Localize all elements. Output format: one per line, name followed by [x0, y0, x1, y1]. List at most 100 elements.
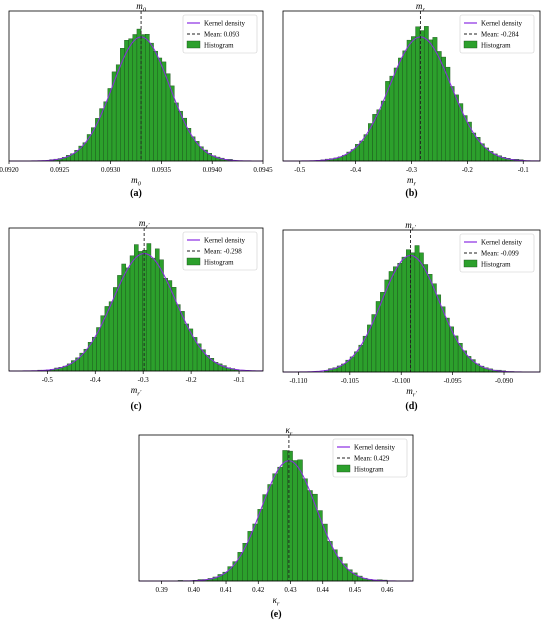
histogram-bar [92, 336, 97, 372]
chart-title: mr [416, 1, 426, 14]
legend-hist-swatch [186, 257, 201, 266]
histogram-bar [375, 301, 381, 373]
legend-hist-label: Histogram [204, 259, 234, 267]
legend-hist-swatch [186, 40, 201, 49]
x-tick-label: 0.43 [284, 586, 297, 594]
x-tick-label: 0.39 [155, 586, 168, 594]
histogram-bar [401, 256, 407, 373]
x-tick-label: -0.5 [294, 166, 306, 174]
x-tick-label: -0.4 [350, 166, 362, 174]
kernel-density-line [283, 36, 541, 162]
legend: Kernel density Mean: -0.298 Histogram [182, 231, 258, 271]
histogram-bar [159, 259, 164, 372]
histogram-bar [287, 450, 293, 582]
histogram-bar [393, 67, 399, 162]
x-tick-label: -0.110 [290, 377, 308, 385]
x-tick-label: 0.44 [317, 586, 330, 594]
x-tick-label: -0.100 [392, 377, 411, 385]
histogram-bar [432, 37, 438, 162]
legend-kde-label: Kernel density [481, 239, 523, 247]
histogram-bar [410, 252, 416, 373]
histogram-bar [419, 252, 424, 373]
histogram-bar [307, 490, 313, 582]
panel-2: -0.5 -0.4 -0.3 -0.2 -0.1 mr mr Kernel density Me… [282, 1, 541, 199]
histogram-bar [272, 473, 278, 582]
histogram-bar [428, 39, 433, 162]
x-axis-label: mr [407, 175, 417, 188]
histogram-bar [462, 115, 468, 162]
histogram-bar [113, 287, 118, 372]
x-tick-label: -0.2 [462, 166, 474, 174]
legend-box [332, 438, 408, 478]
histogram-bar [124, 40, 129, 162]
plot-frame [8, 227, 264, 372]
x-tick-label: -0.1 [233, 376, 245, 384]
histogram-bar [232, 561, 238, 582]
histogram-bar [267, 484, 273, 582]
x-tick-label: 0.0930 [101, 166, 121, 174]
chart-title: m0 [136, 1, 147, 14]
histogram-bar [138, 251, 143, 372]
histogram-bar [175, 304, 181, 372]
histogram-bar [312, 493, 318, 582]
kernel-density-line [283, 255, 541, 373]
histogram-bar [242, 543, 248, 582]
histogram-bar [128, 38, 133, 162]
legend-kde-label: Kernel density [204, 20, 246, 28]
histogram-bar [363, 134, 369, 162]
histogram-bar [380, 100, 386, 162]
histogram-bar [154, 248, 160, 372]
panel-4: -0.110 -0.105 -0.100 -0.095 -0.090 mr' mr' Kern… [282, 220, 541, 412]
histogram-bar [180, 311, 185, 372]
histogram-bar [415, 26, 421, 162]
histogram-bar [431, 283, 437, 373]
x-tick-label: 0.42 [252, 586, 265, 594]
x-tick-label: 0.45 [349, 586, 362, 594]
histogram-bar [247, 531, 253, 582]
histogram-bar [150, 257, 156, 372]
histogram-bar [145, 34, 150, 162]
histogram-bar [441, 56, 446, 162]
histogram-bar [115, 64, 121, 162]
x-axis-label: m0 [131, 175, 142, 188]
legend-mean-label: Mean: 0.093 [204, 31, 240, 39]
legend-hist-swatch [463, 40, 478, 49]
histogram-bar [444, 317, 450, 373]
legend-hist-label: Histogram [354, 466, 384, 474]
panel-1: 0.0920 0.0925 0.0930 0.0935 0.0940 0.0945 m0 m0… [0, 1, 273, 199]
histogram-bar [427, 274, 433, 373]
chart-title: mr' [405, 220, 416, 233]
kernel-density-line [9, 253, 264, 372]
histogram-bar [414, 245, 420, 373]
legend-hist-label: Histogram [481, 42, 511, 50]
plot-frame [282, 229, 541, 373]
histogram-bar [125, 267, 131, 372]
x-tick-label: -0.5 [42, 376, 54, 384]
histogram-bar [157, 57, 163, 162]
histogram-bar [406, 39, 412, 162]
panel-caption: (e) [270, 609, 281, 620]
histogram-bar [129, 255, 135, 372]
x-tick-label: -0.4 [90, 376, 102, 384]
histogram-bar [86, 134, 92, 162]
histogram-bar [389, 75, 395, 162]
histogram-bar [133, 244, 139, 372]
histogram-bar [161, 61, 167, 162]
legend-hist-swatch [463, 259, 478, 268]
histogram-bar [262, 494, 268, 582]
histogram-bar [436, 51, 442, 162]
legend-kde-label: Kernel density [354, 444, 396, 452]
x-tick-label: -0.090 [495, 377, 514, 385]
legend-mean-label: Mean: -0.298 [204, 248, 242, 256]
histogram-bar [257, 509, 263, 582]
x-tick-label: -0.105 [341, 377, 360, 385]
histogram-bar [337, 556, 343, 582]
x-tick-label: 0.0925 [50, 166, 70, 174]
legend-box [182, 14, 258, 54]
histogram-bar [359, 140, 365, 162]
histogram-bar [107, 88, 113, 162]
x-tick-label: -0.3 [406, 166, 418, 174]
histogram-bar [108, 301, 114, 372]
histogram-bars [167, 450, 388, 582]
